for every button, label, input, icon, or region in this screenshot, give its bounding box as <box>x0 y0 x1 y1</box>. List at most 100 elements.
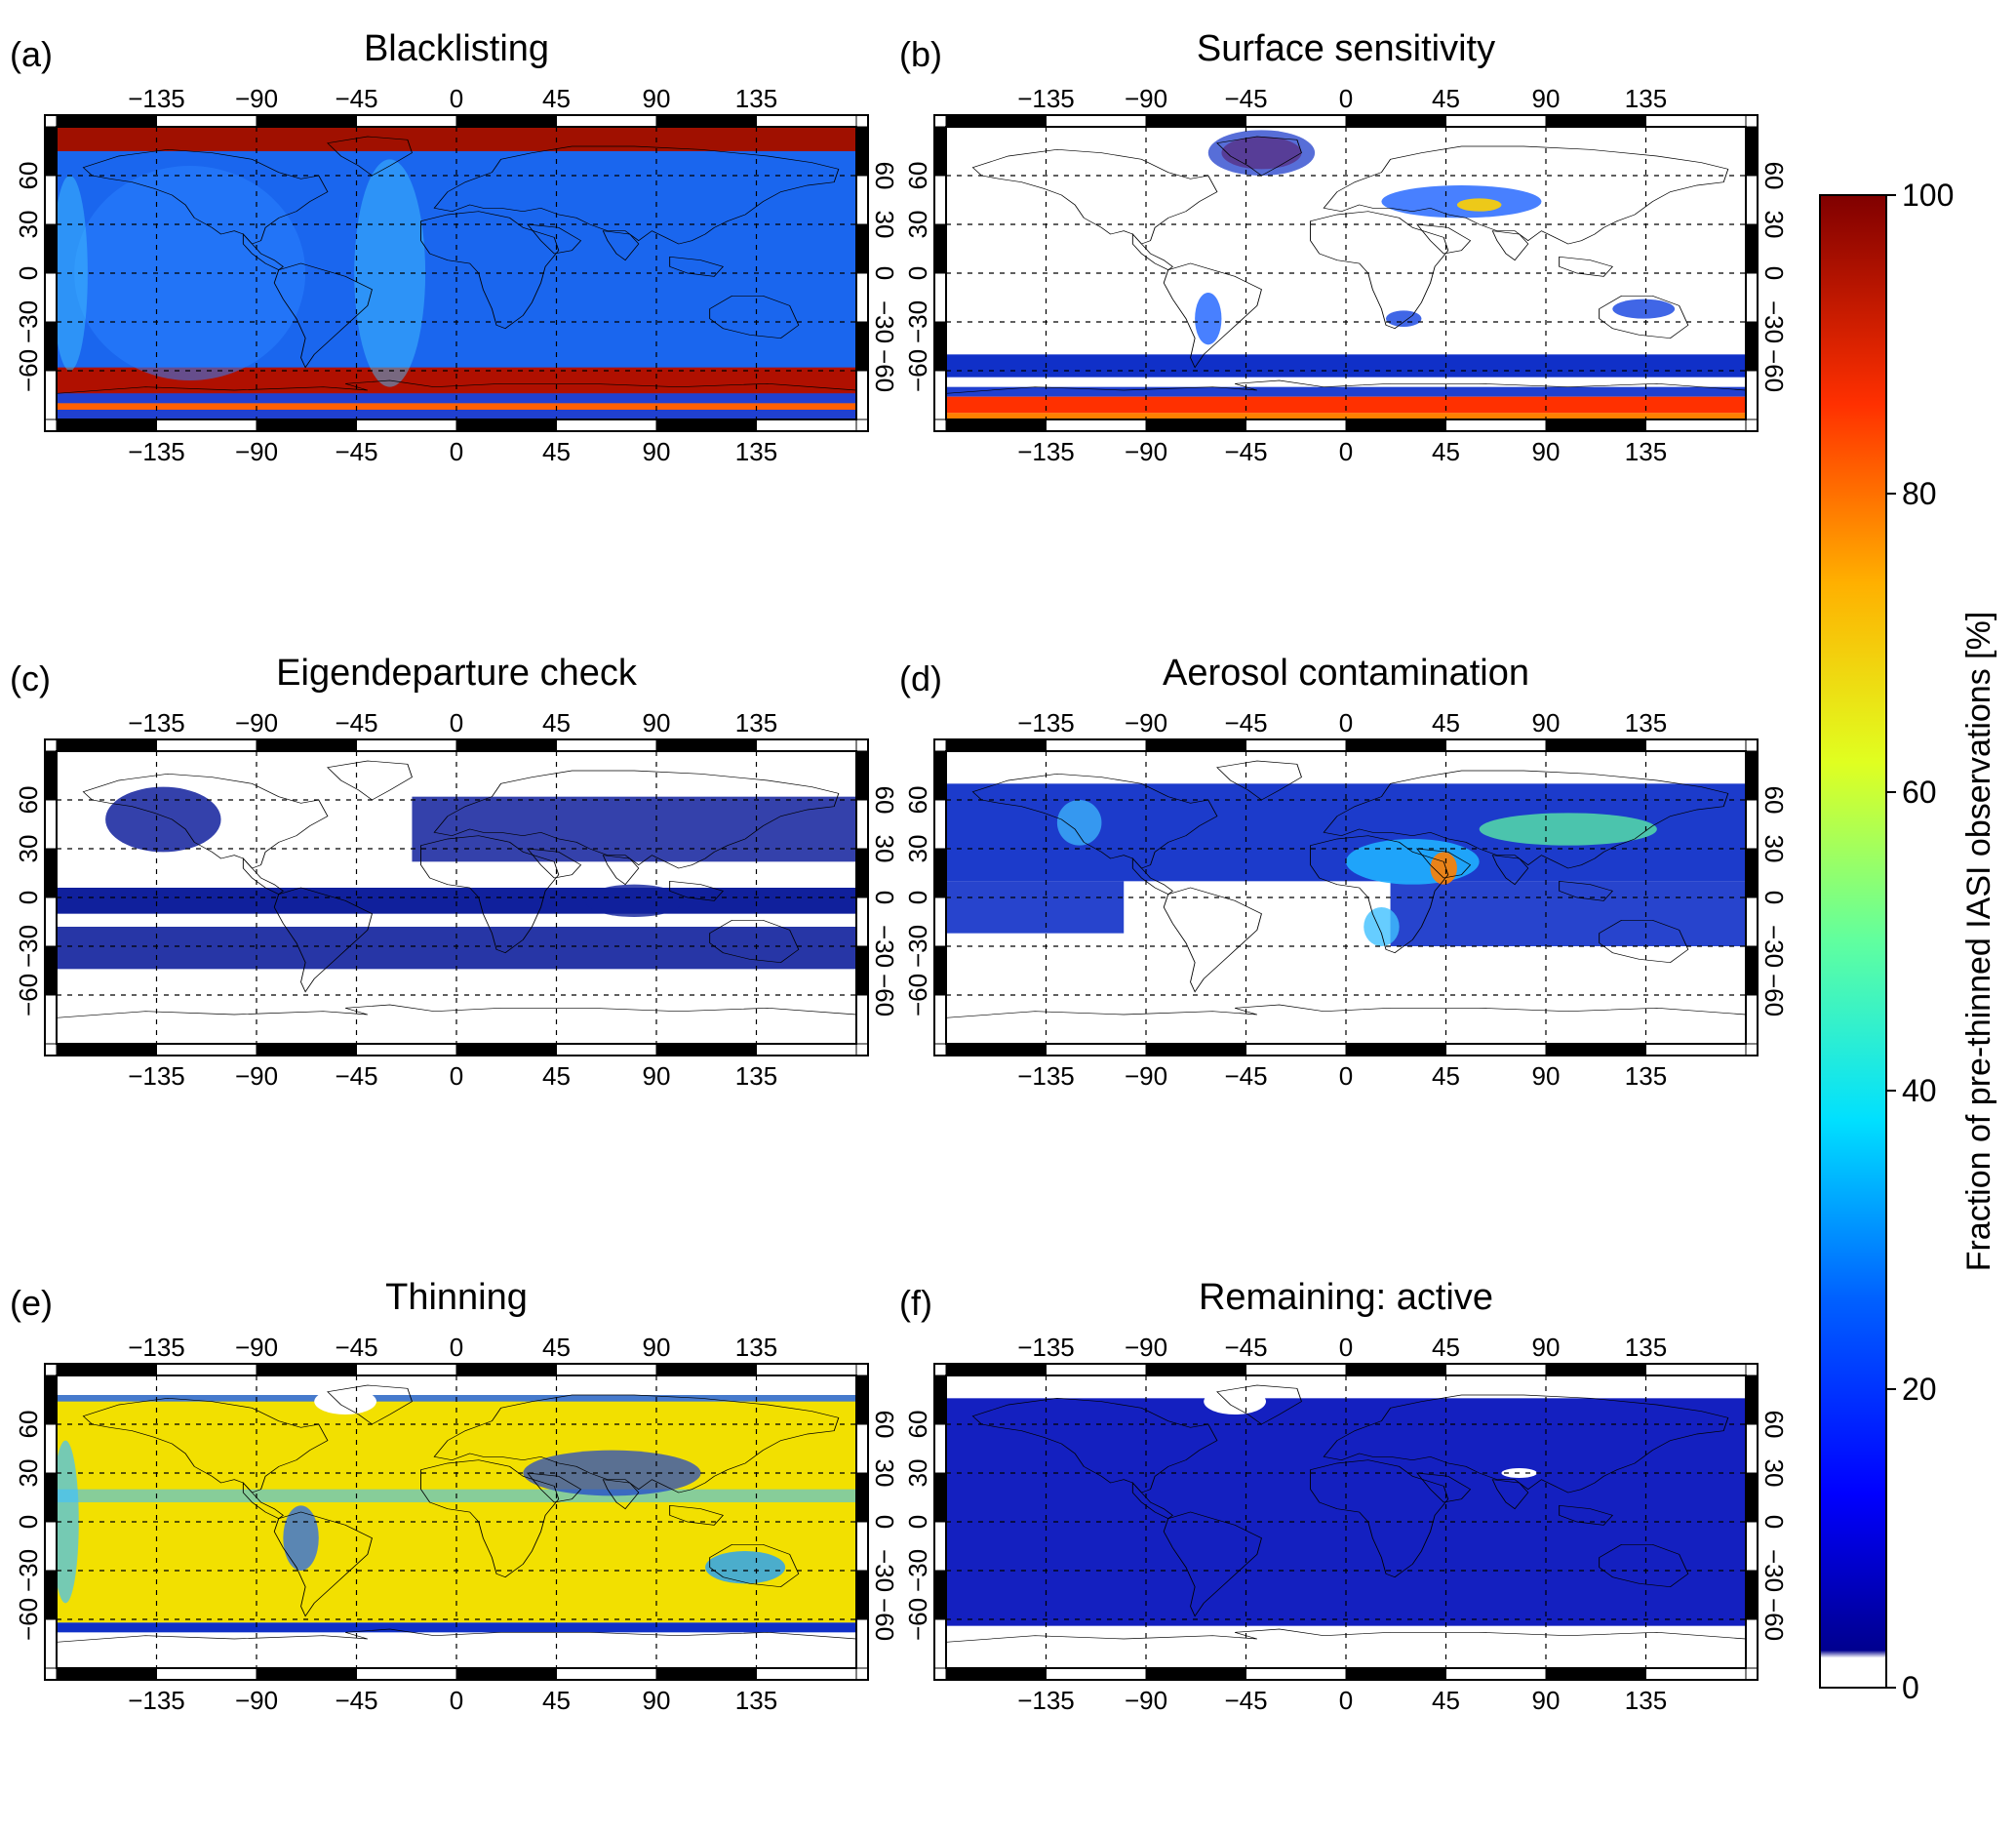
lat-tick-label: 30 <box>1759 835 1789 863</box>
lon-tick-label: −90 <box>1125 437 1167 466</box>
graticule <box>57 1375 856 1668</box>
graticule <box>946 1375 1746 1668</box>
lon-tick-label: 45 <box>1432 708 1460 737</box>
panel-letter: (d) <box>899 658 942 698</box>
lon-tick-label: −135 <box>128 1061 185 1091</box>
panel-title: Thinning <box>385 1277 528 1318</box>
lat-tick-label: 0 <box>1759 891 1789 904</box>
lon-tick-label: −45 <box>1224 1061 1267 1091</box>
lat-tick-label: 60 <box>870 162 899 190</box>
lon-tick-label: 0 <box>450 84 463 113</box>
lon-tick-label: 45 <box>1432 1333 1460 1362</box>
lon-tick-label: 90 <box>1532 437 1561 466</box>
lon-tick-label: −135 <box>1017 437 1075 466</box>
panel-title: Remaining: active <box>1199 1277 1493 1318</box>
lat-tick-label: 0 <box>903 1515 932 1529</box>
lon-tick-label: 135 <box>1625 1061 1667 1091</box>
colorbar-tick-label: 100 <box>1902 178 1954 213</box>
lon-tick-label: 135 <box>735 1061 777 1091</box>
lat-tick-label: −60 <box>870 1598 899 1641</box>
lon-tick-label: 0 <box>450 437 463 466</box>
map-panel-b: (b) Surface sensitivity −135 −135 −90 −90 −45 −… <box>899 28 1789 466</box>
lon-tick-label: −45 <box>335 1061 377 1091</box>
lon-tick-label: −45 <box>335 84 377 113</box>
lon-tick-label: −135 <box>128 84 185 113</box>
lon-tick-label: −90 <box>1125 708 1167 737</box>
lon-tick-label: 90 <box>1532 1686 1561 1715</box>
lon-tick-label: −135 <box>1017 1333 1075 1362</box>
lat-tick-label: −60 <box>903 349 932 392</box>
lon-tick-label: −45 <box>335 1333 377 1362</box>
lat-tick-label: 30 <box>14 835 43 863</box>
panel-letter: (a) <box>10 34 53 74</box>
lon-tick-label: 0 <box>450 1061 463 1091</box>
lat-tick-label: −60 <box>14 349 43 392</box>
panels: (a) Blacklisting−135−135−90−90−45−4500454… <box>10 28 1789 1715</box>
lat-tick-label: 60 <box>1759 786 1789 815</box>
lon-tick-label: −135 <box>1017 84 1075 113</box>
lat-tick-label: −30 <box>870 300 899 343</box>
lon-tick-label: 0 <box>450 1333 463 1362</box>
lat-tick-label: 30 <box>903 835 932 863</box>
colorbar-tick-label: 80 <box>1902 476 1937 511</box>
lat-tick-label: −60 <box>14 974 43 1016</box>
lon-tick-label: −90 <box>1125 1061 1167 1091</box>
lon-tick-label: 0 <box>1339 1333 1353 1362</box>
lon-tick-label: 45 <box>542 1686 571 1715</box>
lat-tick-label: −30 <box>14 925 43 968</box>
map-frame <box>933 1363 1759 1681</box>
lon-tick-label: −90 <box>1125 1333 1167 1362</box>
lat-tick-label: −30 <box>1759 300 1789 343</box>
lat-tick-label: −60 <box>870 349 899 392</box>
lon-tick-label: 90 <box>643 708 671 737</box>
lat-tick-label: 60 <box>14 786 43 815</box>
lon-tick-label: 135 <box>1625 437 1667 466</box>
lon-tick-label: −135 <box>1017 708 1075 737</box>
lat-tick-label: 0 <box>903 891 932 904</box>
lat-tick-label: 30 <box>14 211 43 239</box>
lon-tick-label: −135 <box>1017 1686 1075 1715</box>
lon-tick-label: −90 <box>235 437 278 466</box>
lat-tick-label: −30 <box>903 1549 932 1592</box>
lat-tick-label: 60 <box>1759 1411 1789 1439</box>
lat-tick-label: −60 <box>903 1598 932 1641</box>
graticule <box>946 127 1746 419</box>
lat-tick-label: 60 <box>870 786 899 815</box>
map-frame <box>44 738 869 1056</box>
colorbar-tick-label: 40 <box>1902 1073 1937 1108</box>
lat-tick-label: 0 <box>870 1515 899 1529</box>
lon-tick-label: −45 <box>335 1686 377 1715</box>
lon-tick-label: 0 <box>1339 1686 1353 1715</box>
panel-letter: (c) <box>10 658 51 698</box>
lon-tick-label: 45 <box>542 84 571 113</box>
colorbar-tick-label: 0 <box>1902 1670 1919 1705</box>
lat-tick-label: 0 <box>870 891 899 904</box>
lon-tick-label: −90 <box>1125 1686 1167 1715</box>
lon-tick-label: 0 <box>450 708 463 737</box>
lon-tick-label: 90 <box>1532 1333 1561 1362</box>
lat-tick-label: −30 <box>1759 925 1789 968</box>
lon-tick-label: −45 <box>1224 1333 1267 1362</box>
map-panel-c: (c) Eigendeparture check −135 −135 −90 −90 −45… <box>10 653 899 1091</box>
colorbar-tick-label: 20 <box>1902 1372 1937 1407</box>
lon-tick-label: 0 <box>1339 84 1353 113</box>
lat-tick-label: −30 <box>870 925 899 968</box>
panel-letter: (b) <box>899 34 942 74</box>
lon-tick-label: −135 <box>128 1686 185 1715</box>
lat-tick-label: −60 <box>870 974 899 1016</box>
lon-tick-label: 90 <box>1532 1061 1561 1091</box>
lat-tick-label: 0 <box>870 266 899 280</box>
lat-tick-label: 60 <box>903 1411 932 1439</box>
lon-tick-label: −45 <box>1224 708 1267 737</box>
lat-tick-label: 0 <box>1759 1515 1789 1529</box>
lon-tick-label: 135 <box>735 437 777 466</box>
graticule <box>946 751 1746 1044</box>
lat-tick-label: 30 <box>903 211 932 239</box>
lon-tick-label: −90 <box>235 1333 278 1362</box>
lon-tick-label: −135 <box>128 437 185 466</box>
panel-title: Surface sensitivity <box>1197 28 1495 69</box>
lat-tick-label: −60 <box>903 974 932 1016</box>
lat-tick-label: −60 <box>1759 974 1789 1016</box>
panel-title: Eigendeparture check <box>276 653 638 694</box>
